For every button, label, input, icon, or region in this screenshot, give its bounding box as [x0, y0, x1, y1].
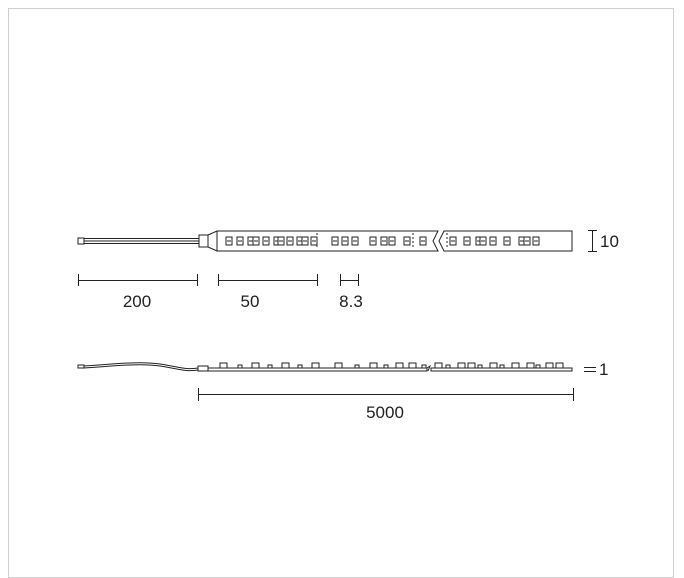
total-length-label: 5000: [366, 403, 404, 422]
thickness-dimension: [584, 367, 596, 372]
side-resistor: [421, 364, 427, 369]
drawing-frame: [8, 8, 674, 578]
pitch-dimension: [340, 274, 359, 286]
side-led: [281, 362, 290, 369]
side-led: [555, 362, 564, 369]
side-led: [511, 362, 520, 369]
side-resistor: [535, 364, 541, 369]
side-resistor: [354, 364, 360, 369]
wire-tip: [77, 364, 85, 369]
lead-length-dimension: [78, 274, 198, 286]
side-resistor: [297, 364, 303, 369]
side-leds: [219, 362, 564, 369]
top-view: [77, 230, 597, 252]
side-led: [408, 362, 417, 369]
segment-dimension: [218, 274, 318, 286]
side-led: [219, 362, 228, 369]
strip-body-left: [216, 230, 439, 252]
side-lead-wire: [83, 362, 199, 370]
side-led: [395, 362, 404, 369]
lead-length-label: 200: [123, 292, 151, 311]
side-resistor: [237, 364, 243, 369]
pitch-label: 8.3: [339, 292, 363, 311]
side-resistor: [499, 364, 505, 369]
height-dimension: [588, 230, 597, 252]
side-led: [545, 362, 554, 369]
side-led: [334, 362, 343, 369]
segment-label: 50: [241, 292, 260, 311]
side-led: [369, 362, 378, 369]
side-led: [457, 362, 466, 369]
side-led: [311, 362, 320, 369]
led-chips: [225, 236, 540, 246]
height-label: 10: [600, 232, 619, 251]
side-resistor: [267, 364, 273, 369]
side-led: [489, 362, 498, 369]
side-resistor: [383, 364, 389, 369]
side-led: [251, 362, 260, 369]
side-led: [434, 362, 443, 369]
lead-wires: [77, 230, 218, 252]
side-view: [77, 362, 596, 372]
side-led: [467, 362, 476, 369]
side-resistor: [477, 364, 483, 369]
side-resistor: [445, 364, 451, 369]
thickness-label: 1: [599, 360, 608, 379]
side-led: [526, 362, 535, 369]
total-length-dimension: [198, 388, 574, 401]
side-connector: [197, 365, 209, 372]
